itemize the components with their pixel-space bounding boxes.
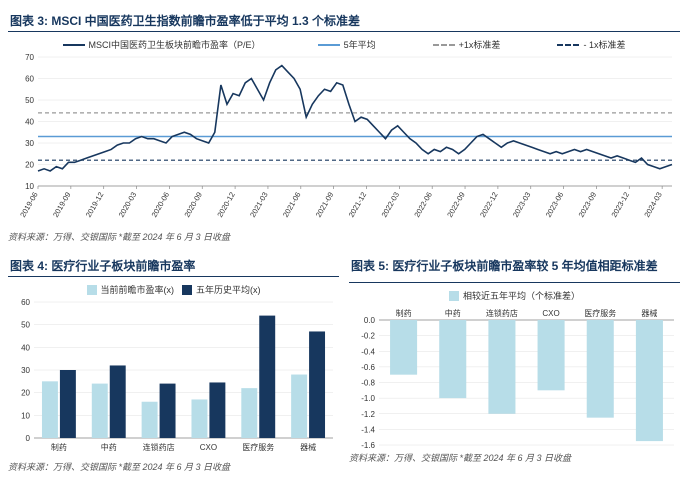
svg-text:30: 30 xyxy=(21,366,30,375)
svg-text:CXO: CXO xyxy=(542,309,559,318)
svg-text:2019-06: 2019-06 xyxy=(18,191,40,219)
svg-text:2024-03: 2024-03 xyxy=(642,191,664,219)
legend-label: 当前前瞻市盈率(x) xyxy=(101,283,175,296)
svg-text:2023-09: 2023-09 xyxy=(577,191,599,219)
svg-text:-1.2: -1.2 xyxy=(361,410,375,419)
legend-label: MSCI中国医药卫生板块前瞻市盈率（P/E） xyxy=(89,38,261,51)
chart3-block: 图表 3: MSCI 中国医药卫生指数前瞻市盈率低于平均 1.3 个标准差 MS… xyxy=(8,8,680,243)
chart5-title: 图表 5: 医疗行业子板块前瞻市盈率较 5 年均值相距标准差 xyxy=(349,253,680,283)
svg-text:2021-06: 2021-06 xyxy=(281,191,303,219)
svg-text:连锁药店: 连锁药店 xyxy=(486,308,518,318)
svg-text:50: 50 xyxy=(21,321,30,330)
svg-text:2020-09: 2020-09 xyxy=(182,191,204,219)
svg-text:连锁药店: 连锁药店 xyxy=(143,442,175,452)
svg-text:2022-06: 2022-06 xyxy=(412,191,434,219)
svg-text:40: 40 xyxy=(21,343,30,352)
svg-text:2019-12: 2019-12 xyxy=(84,191,106,219)
svg-text:20: 20 xyxy=(25,161,34,170)
svg-text:2020-06: 2020-06 xyxy=(150,191,172,219)
svg-text:-1.4: -1.4 xyxy=(361,425,375,434)
svg-text:制药: 制药 xyxy=(396,308,412,318)
svg-text:中药: 中药 xyxy=(445,308,461,318)
svg-text:2022-12: 2022-12 xyxy=(478,191,500,219)
svg-text:0.0: 0.0 xyxy=(364,316,376,325)
svg-text:中药: 中药 xyxy=(101,442,117,452)
chart3-source: 资料来源：万得、交银国际 *截至 2024 年 6 月 3 日收盘 xyxy=(8,230,680,243)
svg-text:-0.2: -0.2 xyxy=(361,332,375,341)
legend-label: - 1x标准差 xyxy=(583,38,625,51)
chart4-block: 图表 4: 医疗行业子板块前瞻市盈率 当前前瞻市盈率(x) 五年历史平均(x) … xyxy=(8,253,339,473)
svg-text:2021-12: 2021-12 xyxy=(347,191,369,219)
svg-text:器械: 器械 xyxy=(300,442,316,452)
chart5-legend: 相较近五年平均（个标准差） xyxy=(349,287,680,304)
legend-swatch xyxy=(63,44,85,46)
chart5-source: 资料来源：万得、交银国际 *截至 2024 年 6 月 3 日收盘 xyxy=(349,451,680,464)
legend-swatch xyxy=(557,44,579,46)
legend-item: +1x标准差 xyxy=(433,38,501,51)
legend-swatch xyxy=(182,285,192,295)
svg-text:10: 10 xyxy=(21,411,30,420)
svg-text:20: 20 xyxy=(21,389,30,398)
chart5-block: 图表 5: 医疗行业子板块前瞻市盈率较 5 年均值相距标准差 相较近五年平均（个… xyxy=(349,253,680,473)
legend-swatch xyxy=(433,44,455,46)
svg-text:医疗服务: 医疗服务 xyxy=(584,308,616,318)
svg-text:30: 30 xyxy=(25,139,34,148)
legend-label: 五年历史平均(x) xyxy=(196,283,261,296)
legend-item: - 1x标准差 xyxy=(557,38,625,51)
svg-text:2021-03: 2021-03 xyxy=(248,191,270,219)
chart5-plot: -1.6 -1.4 -1.2 -1.0 -0.8 -0.6 -0.4 -0.2 0.0 制药 中药 连… xyxy=(349,304,680,449)
svg-text:2020-03: 2020-03 xyxy=(117,191,139,219)
legend-label: +1x标准差 xyxy=(459,38,501,51)
svg-text:50: 50 xyxy=(25,96,34,105)
svg-text:40: 40 xyxy=(25,118,34,127)
legend-label: 相较近五年平均（个标准差） xyxy=(463,289,580,302)
legend-label: 5年平均 xyxy=(344,38,376,51)
chart3-plot: 10 20 30 40 50 60 70 2019-06 2019-09 2019-12 2020-… xyxy=(8,53,680,228)
svg-text:制药: 制药 xyxy=(51,442,67,452)
chart4-plot: 0 10 20 30 40 50 60 制药 中药 连锁药店 CXO 医疗服务 器械 xyxy=(8,298,339,458)
chart4-title: 图表 4: 医疗行业子板块前瞻市盈率 xyxy=(8,253,339,277)
chart4-legend: 当前前瞻市盈率(x) 五年历史平均(x) xyxy=(8,281,339,298)
svg-text:器械: 器械 xyxy=(641,308,657,318)
svg-text:2019-09: 2019-09 xyxy=(51,191,73,219)
svg-text:2021-09: 2021-09 xyxy=(314,191,336,219)
svg-text:60: 60 xyxy=(21,298,30,307)
chart4-source: 资料来源：万得、交银国际 *截至 2024 年 6 月 3 日收盘 xyxy=(8,460,339,473)
chart3-title: 图表 3: MSCI 中国医药卫生指数前瞻市盈率低于平均 1.3 个标准差 xyxy=(8,8,680,32)
svg-text:2020-12: 2020-12 xyxy=(215,191,237,219)
legend-swatch xyxy=(87,285,97,295)
svg-text:70: 70 xyxy=(25,53,34,62)
svg-text:10: 10 xyxy=(25,182,34,191)
svg-text:-1.6: -1.6 xyxy=(361,441,375,449)
svg-text:CXO: CXO xyxy=(200,443,217,452)
svg-text:2023-06: 2023-06 xyxy=(544,191,566,219)
legend-item: 当前前瞻市盈率(x) xyxy=(87,283,175,296)
svg-text:-1.0: -1.0 xyxy=(361,394,375,403)
svg-text:2022-09: 2022-09 xyxy=(445,191,467,219)
chart3-legend: MSCI中国医药卫生板块前瞻市盈率（P/E） 5年平均 +1x标准差 - 1x标… xyxy=(8,36,680,53)
legend-swatch xyxy=(318,44,340,46)
svg-text:2023-03: 2023-03 xyxy=(511,191,533,219)
legend-item: 5年平均 xyxy=(318,38,376,51)
legend-swatch xyxy=(449,291,459,301)
svg-text:0: 0 xyxy=(26,434,31,443)
svg-text:-0.8: -0.8 xyxy=(361,379,375,388)
svg-text:60: 60 xyxy=(25,75,34,84)
svg-text:2023-12: 2023-12 xyxy=(609,191,631,219)
legend-item: MSCI中国医药卫生板块前瞻市盈率（P/E） xyxy=(63,38,261,51)
svg-text:2022-03: 2022-03 xyxy=(380,191,402,219)
legend-item: 五年历史平均(x) xyxy=(182,283,261,296)
legend-item: 相较近五年平均（个标准差） xyxy=(449,289,580,302)
svg-text:-0.4: -0.4 xyxy=(361,347,375,356)
svg-text:-0.6: -0.6 xyxy=(361,363,375,372)
bottom-row: 图表 4: 医疗行业子板块前瞻市盈率 当前前瞻市盈率(x) 五年历史平均(x) … xyxy=(8,253,680,483)
svg-text:医疗服务: 医疗服务 xyxy=(242,442,274,452)
